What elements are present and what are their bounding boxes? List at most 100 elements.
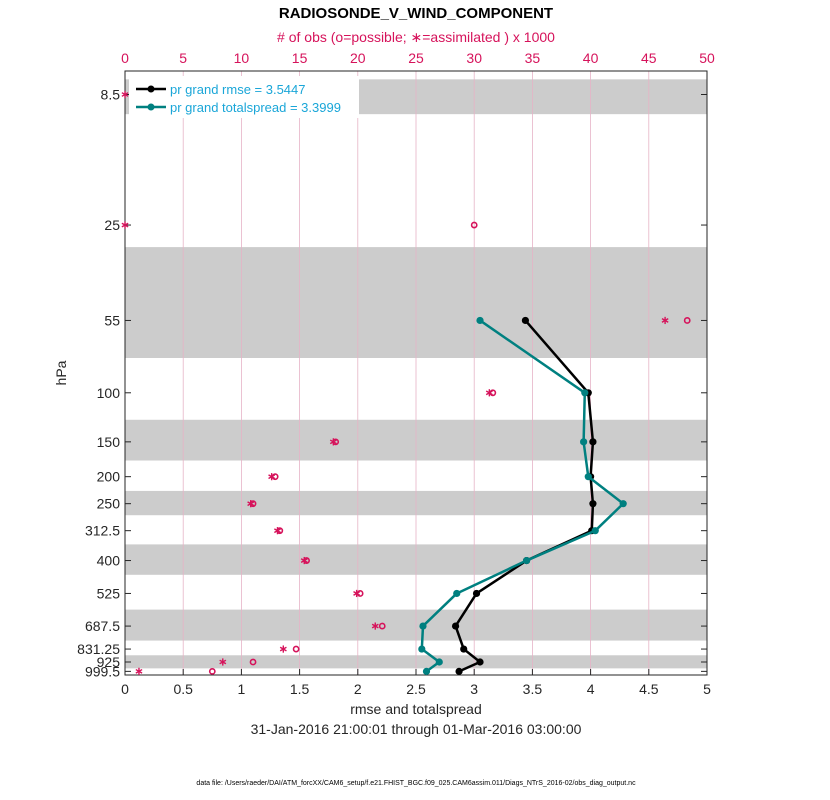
series-1-point-3 bbox=[584, 473, 592, 481]
series-line-1 bbox=[420, 319, 625, 673]
series-1-point-5 bbox=[591, 527, 599, 535]
obs-assimilated-marker-8 bbox=[300, 556, 308, 565]
y-tick-label-5: 200 bbox=[97, 469, 121, 485]
x-tick-label-0: 0 bbox=[121, 681, 129, 697]
legend-label-rmse: pr grand rmse = 3.5447 bbox=[170, 82, 306, 97]
obs-assimilated-stroke-9-2 bbox=[353, 591, 361, 596]
x-tick-marks bbox=[124, 669, 708, 675]
y-tick-label-0: 8.5 bbox=[101, 86, 121, 102]
top-tick-labels: 0 5 10 15 20 25 30 35 40 45 50 bbox=[121, 50, 715, 66]
obs-assimilated-marker-12 bbox=[219, 658, 227, 666]
obs-assimilated-stroke-4-2 bbox=[329, 439, 337, 445]
obs-assimilated-stroke-1-2 bbox=[121, 222, 129, 228]
footer-data-file: data file: /Users/raeder/DAI/ATM_forcXX/… bbox=[196, 780, 636, 787]
obs-assimilated-stroke-7-2 bbox=[274, 528, 281, 534]
obs-assimilated-stroke-10-2 bbox=[371, 623, 379, 629]
y-tick-label-8: 400 bbox=[97, 553, 121, 569]
legend-marker-rmse bbox=[147, 85, 155, 93]
series-0-point-9 bbox=[460, 645, 468, 653]
obs-assimilated-marker-6 bbox=[247, 500, 255, 508]
obs-possible-marker-12 bbox=[249, 658, 257, 666]
series-1-point-4 bbox=[619, 500, 627, 508]
obs-assimilated-marker-11 bbox=[279, 645, 287, 653]
obs-assimilated-marker-7 bbox=[274, 527, 281, 535]
obs-assimilated-marker-10 bbox=[371, 622, 379, 630]
obs-assimilated-marker-3 bbox=[485, 389, 493, 397]
top-tick-label-5: 25 bbox=[408, 50, 424, 66]
y-tick-label-10: 687.5 bbox=[85, 618, 120, 634]
y-tick-labels: 8.5 25 55 100 150 200 250 312.5 400 525 687.5 831.2… bbox=[77, 86, 120, 679]
y-tick-label-9: 525 bbox=[97, 585, 121, 601]
series-1-point-2 bbox=[580, 438, 588, 446]
x-tick-label-4: 2 bbox=[354, 681, 362, 697]
obs-assimilated-stroke-6-2 bbox=[247, 501, 255, 507]
y-tick-label-4: 150 bbox=[97, 434, 121, 450]
series-1-point-9 bbox=[418, 645, 426, 653]
obs-possible-marker-11 bbox=[292, 645, 300, 653]
series-0-point-8 bbox=[451, 622, 460, 630]
x-tick-label-9: 4.5 bbox=[639, 681, 659, 697]
top-tick-label-1: 5 bbox=[179, 50, 187, 66]
obs-assimilated-marker-13 bbox=[135, 667, 143, 675]
y-tick-label-1: 25 bbox=[104, 217, 120, 233]
legend-label-spread: pr grand totalspread = 3.3999 bbox=[170, 100, 341, 115]
x-tick-label-7: 3.5 bbox=[523, 681, 543, 697]
top-tick-label-4: 20 bbox=[350, 50, 366, 66]
obs-possible-marker-10 bbox=[378, 622, 386, 630]
series-1-point-0 bbox=[476, 316, 484, 325]
legend: pr grand rmse = 3.5447 pr grand totalspr… bbox=[129, 76, 359, 118]
y-axis-label: hPa bbox=[53, 360, 69, 385]
y-tick-label-3: 100 bbox=[97, 385, 121, 401]
obs-assimilated-marker-2 bbox=[661, 316, 669, 325]
obs-assimilated-stroke-5-2 bbox=[268, 474, 276, 480]
top-tick-label-2: 10 bbox=[234, 50, 250, 66]
series-1-point-8 bbox=[419, 622, 427, 630]
obs-assimilated-stroke-11-2 bbox=[279, 646, 287, 652]
obs-assimilated-marker-4 bbox=[329, 438, 337, 446]
obs-assimilated-stroke-2-2 bbox=[661, 318, 669, 323]
legend-marker-spread bbox=[147, 103, 155, 111]
obs-possible-marker-2 bbox=[683, 317, 691, 324]
top-tick-label-7: 35 bbox=[525, 50, 541, 66]
y-tick-label-11: 831.25 bbox=[77, 641, 120, 657]
top-tick-label-0: 0 bbox=[121, 50, 129, 66]
series-0-point-7 bbox=[472, 589, 481, 598]
series-1-point-11 bbox=[422, 667, 431, 675]
obs-possible-marker-13 bbox=[208, 667, 216, 675]
y-tick-label-6: 250 bbox=[97, 496, 121, 512]
x-tick-label-3: 1.5 bbox=[290, 681, 310, 697]
series-0-point-2 bbox=[589, 438, 597, 446]
x-tick-label-1: 0.5 bbox=[173, 681, 193, 697]
top-tick-label-3: 15 bbox=[292, 50, 308, 66]
x-tick-labels: 0 0.5 1 1.5 2 2.5 3 3.5 4 4.5 5 bbox=[121, 681, 711, 697]
y-tick-label-7: 312.5 bbox=[85, 523, 120, 539]
obs-assimilated-marker-9 bbox=[353, 589, 361, 598]
obs-possible-marker-1 bbox=[470, 221, 478, 229]
y-tick-label-2: 55 bbox=[104, 312, 120, 328]
y-tick-label-12: 925 bbox=[97, 654, 121, 670]
top-axis-label: # of obs (o=possible; ∗=assimilated ) x … bbox=[277, 29, 555, 45]
x-tick-label-2: 1 bbox=[238, 681, 246, 697]
y-tick-label-13: 999.5 bbox=[85, 663, 120, 679]
x-axis-label: rmse and totalspread bbox=[350, 701, 482, 717]
x-tick-label-8: 4 bbox=[587, 681, 595, 697]
x-tick-label-10: 5 bbox=[703, 681, 711, 697]
obs-assimilated-stroke-12-2 bbox=[219, 659, 227, 665]
top-tick-label-9: 45 bbox=[641, 50, 657, 66]
x-tick-label-6: 3 bbox=[470, 681, 478, 697]
obs-assimilated-stroke-0-2 bbox=[121, 92, 129, 97]
subtitle: 31-Jan-2016 21:00:01 through 01-Mar-2016… bbox=[251, 721, 582, 737]
series-lines bbox=[418, 316, 627, 675]
obs-assimilated-marker-0 bbox=[121, 90, 129, 99]
series-1-point-7 bbox=[453, 589, 461, 598]
legend-box bbox=[129, 76, 359, 118]
series-0-point-11 bbox=[455, 667, 463, 675]
series-0-point-10 bbox=[476, 658, 484, 666]
chart-title: RADIOSONDE_V_WIND_COMPONENT bbox=[279, 5, 553, 22]
obs-assimilated-stroke-8-2 bbox=[300, 558, 308, 563]
obs-assimilated-stroke-13-2 bbox=[135, 668, 143, 674]
top-tick-label-8: 40 bbox=[583, 50, 599, 66]
obs-assimilated-marker-5 bbox=[268, 473, 276, 481]
